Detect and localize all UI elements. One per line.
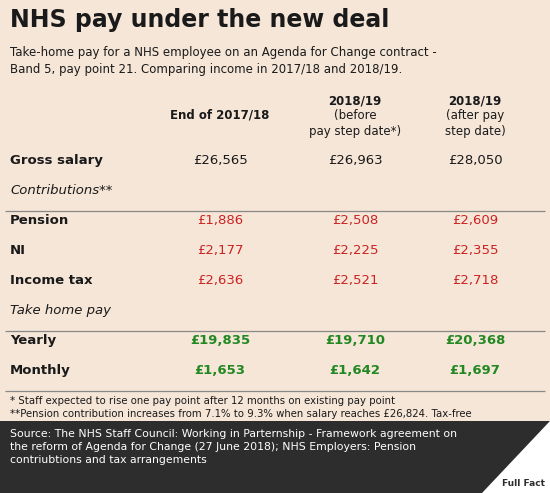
Text: (before
pay step date*): (before pay step date*) — [309, 109, 401, 138]
Text: £2,636: £2,636 — [197, 274, 243, 287]
Text: NI: NI — [10, 244, 26, 257]
Text: 2018/19: 2018/19 — [448, 95, 502, 108]
Text: Take home pay: Take home pay — [10, 304, 111, 317]
Text: Yearly: Yearly — [10, 334, 56, 347]
Text: (after pay
step date): (after pay step date) — [444, 109, 505, 138]
Bar — [0, 421, 550, 493]
Text: 2018/19: 2018/19 — [328, 95, 382, 108]
Text: £20,368: £20,368 — [445, 334, 505, 347]
Text: Contributions**: Contributions** — [10, 184, 112, 197]
Text: £2,355: £2,355 — [452, 244, 498, 257]
Text: £28,050: £28,050 — [448, 154, 502, 167]
Text: NHS pay under the new deal: NHS pay under the new deal — [10, 8, 389, 32]
Text: £1,886: £1,886 — [197, 214, 243, 227]
Text: £19,835: £19,835 — [190, 334, 250, 347]
Text: £26,565: £26,565 — [192, 154, 248, 167]
Text: £2,609: £2,609 — [452, 214, 498, 227]
Text: £2,177: £2,177 — [197, 244, 243, 257]
Text: Monthly: Monthly — [10, 364, 71, 377]
Text: Source: The NHS Staff Council: Working in Parternship - Framework agreement on
t: Source: The NHS Staff Council: Working i… — [10, 429, 457, 465]
Text: Full Fact: Full Fact — [502, 479, 545, 488]
Text: £2,718: £2,718 — [452, 274, 498, 287]
Text: Pension: Pension — [10, 214, 69, 227]
Text: £1,653: £1,653 — [195, 364, 245, 377]
Text: £19,710: £19,710 — [325, 334, 385, 347]
Text: * Staff expected to rise one pay point after 12 months on existing pay point
**P: * Staff expected to rise one pay point a… — [10, 396, 476, 446]
Text: Take-home pay for a NHS employee on an Agenda for Change contract -
Band 5, pay : Take-home pay for a NHS employee on an A… — [10, 46, 437, 76]
Text: £1,642: £1,642 — [329, 364, 381, 377]
Text: £26,963: £26,963 — [328, 154, 382, 167]
Text: Income tax: Income tax — [10, 274, 92, 287]
Text: End of 2017/18: End of 2017/18 — [170, 109, 270, 122]
Text: £2,521: £2,521 — [332, 274, 378, 287]
Text: Gross salary: Gross salary — [10, 154, 103, 167]
Polygon shape — [482, 421, 550, 493]
Text: £2,225: £2,225 — [332, 244, 378, 257]
Text: £1,697: £1,697 — [449, 364, 500, 377]
Text: £2,508: £2,508 — [332, 214, 378, 227]
